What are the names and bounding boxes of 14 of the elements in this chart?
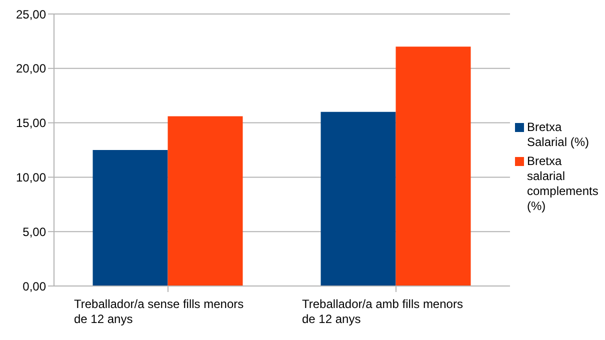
bar — [396, 46, 471, 286]
bar — [92, 150, 168, 286]
y-tick-label: 5,00 — [22, 224, 46, 239]
y-tick-label: 15,00 — [16, 116, 46, 130]
y-tick-label: 0,00 — [22, 279, 46, 294]
y-tick-label: 25,00 — [16, 7, 46, 22]
x-tick-label: Treballador/a sense fills menors de 12 anys — [74, 297, 244, 326]
x-tick-label: Treballador/a amb fills menors de 12 anys — [302, 297, 463, 326]
y-tick-label: 10,00 — [16, 170, 46, 184]
y-tick-label: 20,00 — [16, 62, 46, 76]
legend-label: Bretxa salarial complements (%) — [527, 154, 598, 214]
legend-label: Bretxa Salarial (%) — [527, 120, 590, 150]
bar — [168, 116, 243, 286]
bar — [320, 112, 396, 286]
